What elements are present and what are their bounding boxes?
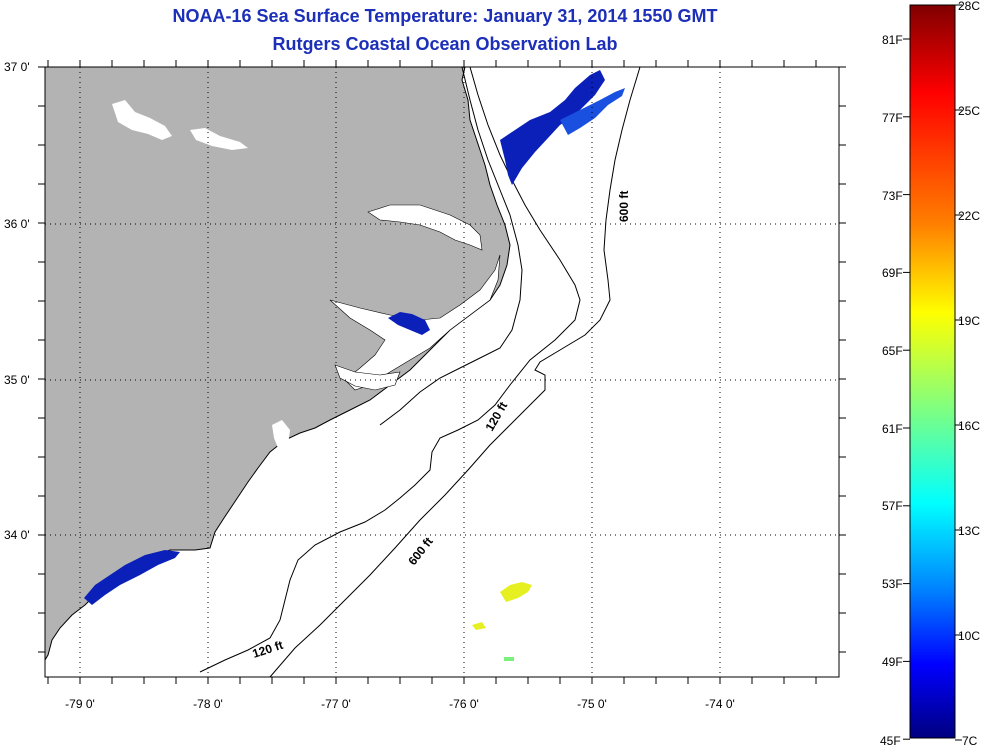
contour-label-600-north: 600 ft xyxy=(617,191,631,222)
colorbar-f-53: 53F xyxy=(882,577,903,591)
colorbar-f-65: 65F xyxy=(882,344,903,358)
lat-label-34: 34 0' xyxy=(4,528,30,542)
colorbar-c-28: 28C xyxy=(958,0,981,13)
lon-label-76: -76 0' xyxy=(449,697,479,711)
map-subtitle: Rutgers Coastal Ocean Observation Lab xyxy=(272,34,618,54)
colorbar-c-22: 22C xyxy=(958,209,981,223)
sst-warm-patch-2 xyxy=(472,622,486,630)
colorbar-c-13: 13C xyxy=(958,524,981,538)
lat-label-35: 35 0' xyxy=(4,373,30,387)
lon-label-79: -79 0' xyxy=(65,697,95,711)
barrier-islands xyxy=(379,67,523,426)
colorbar-c-19: 19C xyxy=(958,314,981,328)
sst-warm-patch-3 xyxy=(504,657,514,661)
colorbar-c-7: 7C xyxy=(962,734,978,748)
colorbar-f-57: 57F xyxy=(882,499,903,513)
colorbar-f-77: 77F xyxy=(882,111,903,125)
neuse-river xyxy=(334,364,401,391)
lon-label-77: -77 0' xyxy=(321,697,351,711)
graticule xyxy=(45,67,839,677)
contour-120ft xyxy=(199,67,581,673)
inland-lake-north-2 xyxy=(190,128,248,150)
colorbar-c-16: 16C xyxy=(958,419,981,433)
sst-cold-patch-pamlico xyxy=(388,312,430,335)
lon-label-74: -74 0' xyxy=(705,697,735,711)
sst-cold-patch-north xyxy=(500,70,605,185)
lon-label-75: -75 0' xyxy=(577,697,607,711)
albemarle-sound xyxy=(367,204,483,251)
sst-cold-patch-north-2 xyxy=(560,88,625,135)
sst-warm-patch-1 xyxy=(500,582,532,602)
lat-label-36: 36 0' xyxy=(4,217,30,231)
map-title: NOAA-16 Sea Surface Temperature: January… xyxy=(172,6,718,26)
colorbar-f-45: 45F xyxy=(880,734,901,748)
lat-label-37: 37 0' xyxy=(4,60,30,74)
colorbar-f-73: 73F xyxy=(882,189,903,203)
inland-lake-north xyxy=(112,100,172,140)
axis-ticks xyxy=(38,60,846,684)
colorbar-f-49: 49F xyxy=(882,655,903,669)
colorbar-f-81: 81F xyxy=(882,33,903,47)
colorbar-f-69: 69F xyxy=(882,266,903,280)
inland-lake-mid xyxy=(272,420,290,448)
colorbar-c-25: 25C xyxy=(958,104,981,118)
colorbar-c-10: 10C xyxy=(958,629,981,643)
colorbar-ticks xyxy=(903,4,962,741)
sst-cold-patch-south xyxy=(84,550,180,605)
contour-600ft xyxy=(269,67,641,677)
lon-label-78: -78 0' xyxy=(193,697,223,711)
colorbar xyxy=(909,4,956,739)
map-frame xyxy=(44,66,840,678)
colorbar-f-61: 61F xyxy=(882,422,903,436)
